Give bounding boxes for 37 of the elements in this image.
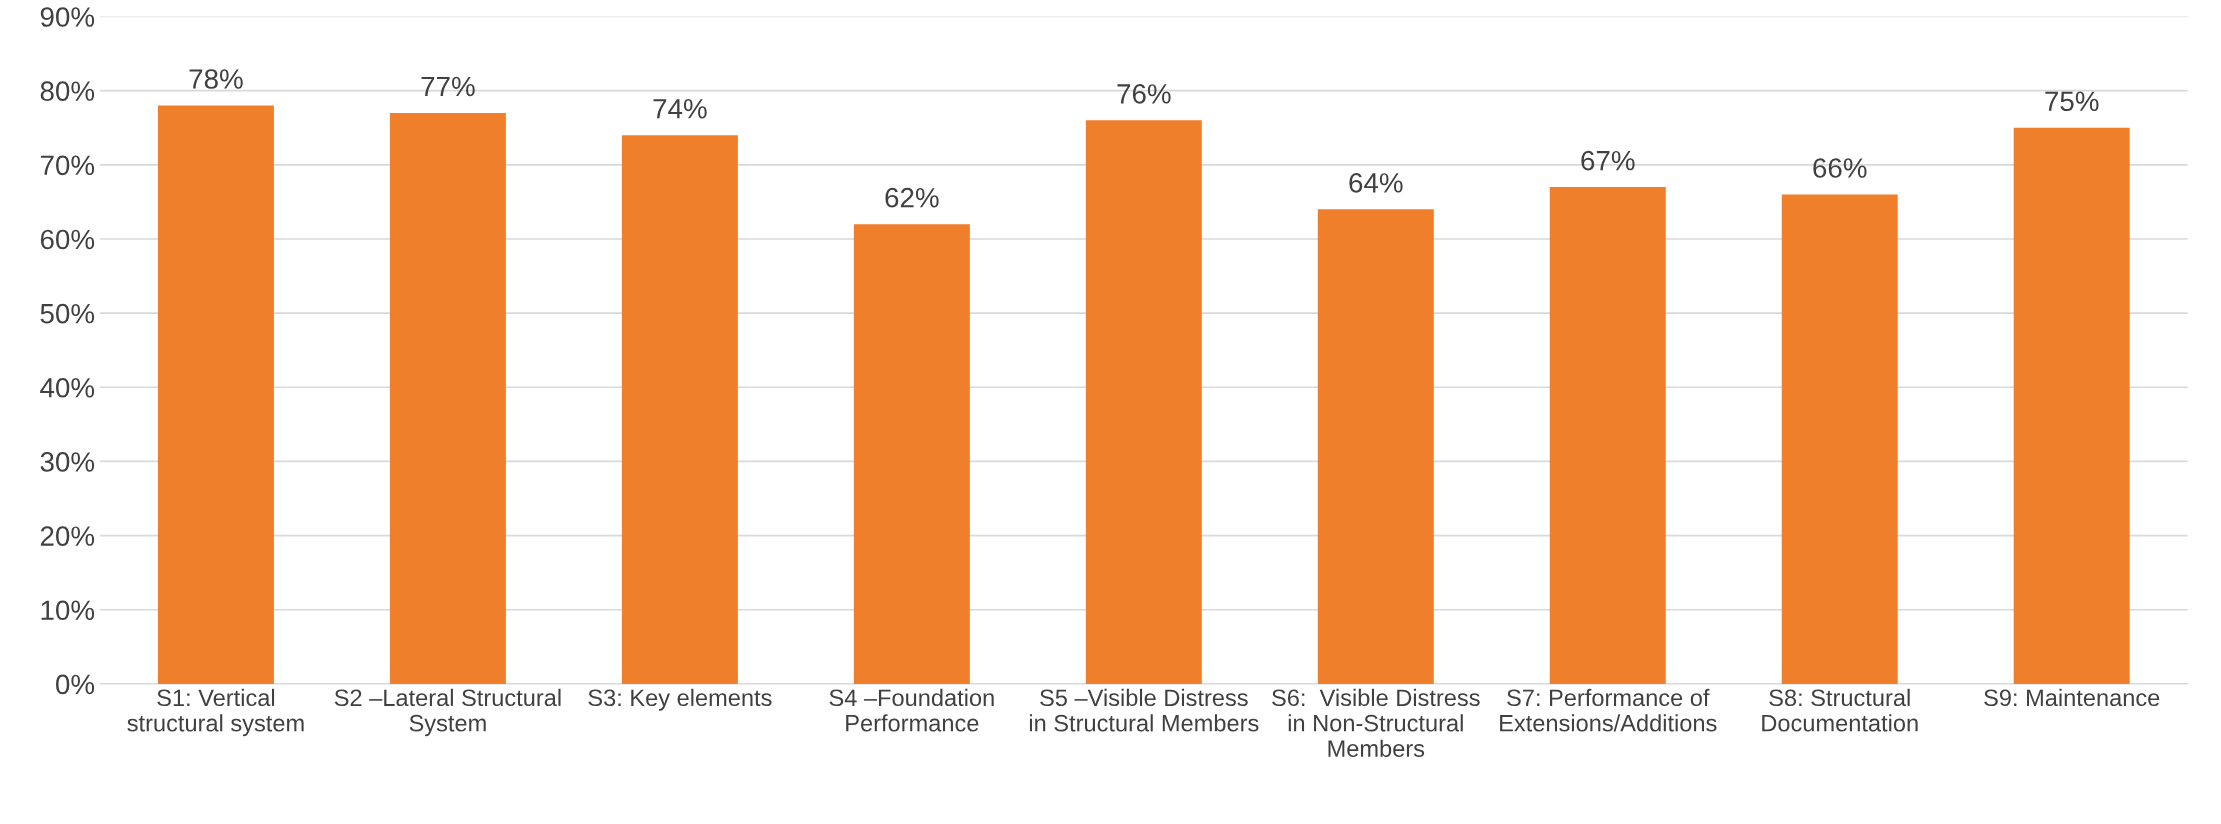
y-tick-label: 50% [40, 303, 95, 324]
y-tick-label: 0% [56, 674, 95, 695]
x-tick-label: S1: Vertical structural system [127, 688, 304, 737]
bar [157, 105, 274, 684]
y-tick-label: 30% [40, 452, 95, 472]
data-label: 76% [1117, 84, 1171, 104]
x-tick-label: S8: Structural Documentation [1762, 688, 1918, 732]
x-tick-label: S7: Performance of Extensions/Additions [1500, 688, 1717, 732]
bar [1317, 209, 1434, 684]
y-tick-label: 60% [40, 229, 95, 250]
y-tick-label: 70% [40, 155, 95, 176]
data-label: 67% [1581, 150, 1635, 171]
bar [1549, 187, 1666, 684]
x-tick-label: S9: Maintenance [1984, 688, 2160, 707]
data-label: 77% [421, 76, 475, 97]
x-tick-label: S5 –Visible Distress in Structural Members [1029, 688, 1259, 732]
x-tick-label: S6: Visible Distress in Non-Structural Members [1272, 688, 1480, 757]
y-tick-label: 20% [40, 526, 95, 546]
data-label: 75% [2045, 91, 2099, 112]
y-tick-label: 40% [40, 377, 95, 398]
data-label: 78% [189, 69, 243, 89]
bar [389, 112, 506, 684]
x-tick-label: S2 –Lateral Structural System [334, 688, 561, 737]
bar [853, 224, 970, 684]
y-tick-label: 90% [40, 7, 95, 27]
bar [1085, 120, 1202, 684]
bar [1781, 194, 1898, 684]
x-tick-label: S3: Key elements [588, 688, 772, 711]
data-label: 64% [1349, 173, 1403, 193]
bar [2013, 127, 2130, 684]
y-tick-label: 80% [40, 81, 95, 101]
data-label: 74% [653, 98, 707, 119]
data-label: 66% [1813, 158, 1867, 178]
bar [621, 135, 738, 684]
data-label: 62% [885, 187, 939, 208]
y-tick-label: 10% [41, 600, 95, 621]
x-tick-label: S4 –Foundation Performance [829, 688, 994, 732]
